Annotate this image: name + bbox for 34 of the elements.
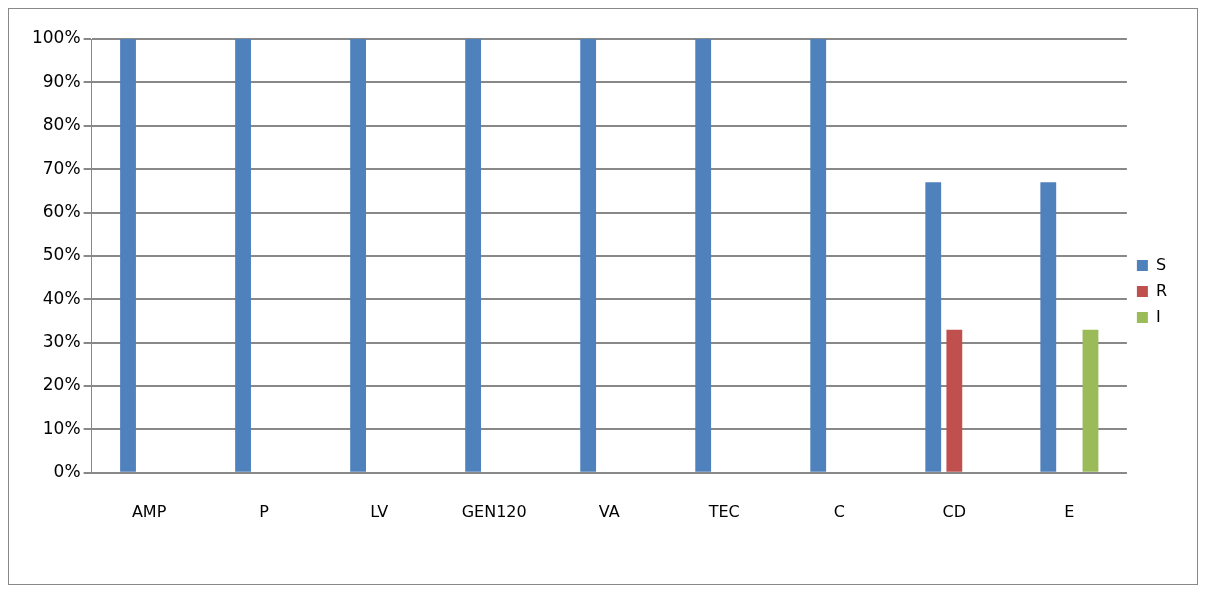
x-tick-label: LV bbox=[370, 501, 389, 521]
y-tick-label: 70% bbox=[42, 157, 81, 178]
bar bbox=[1040, 182, 1057, 472]
bar bbox=[1082, 329, 1099, 472]
x-tick-label: VA bbox=[598, 501, 620, 521]
y-tick-label: 0% bbox=[53, 461, 81, 482]
y-tick-label: 20% bbox=[42, 374, 81, 395]
y-tick-label: 30% bbox=[42, 331, 81, 352]
y-tick-label: 40% bbox=[42, 287, 81, 308]
bar bbox=[120, 39, 136, 472]
bar bbox=[695, 39, 712, 472]
x-tick-label: TEC bbox=[707, 501, 740, 521]
bar bbox=[810, 39, 827, 472]
x-tick-label: GEN120 bbox=[461, 501, 527, 521]
x-tick-label: AMP bbox=[131, 501, 167, 521]
bar bbox=[580, 39, 597, 472]
y-tick-label: 10% bbox=[42, 417, 81, 438]
y-tick-label: 60% bbox=[42, 200, 81, 221]
x-tick-label: P bbox=[259, 501, 270, 521]
x-tick-label: CD bbox=[942, 501, 967, 521]
bar bbox=[465, 39, 482, 472]
bar bbox=[946, 329, 963, 472]
y-tick-label: 50% bbox=[42, 244, 81, 265]
y-tick-label: 80% bbox=[42, 114, 81, 135]
bar bbox=[350, 39, 366, 472]
x-tick-label: E bbox=[1064, 501, 1075, 521]
bar bbox=[235, 39, 251, 472]
y-tick-label: 100% bbox=[31, 27, 81, 48]
legend-label: I bbox=[1155, 306, 1161, 326]
x-tick-label: C bbox=[833, 501, 845, 521]
bar bbox=[925, 182, 942, 472]
legend-label: R bbox=[1155, 280, 1168, 300]
y-tick-label: 90% bbox=[42, 70, 81, 91]
legend-label: S bbox=[1155, 254, 1167, 274]
